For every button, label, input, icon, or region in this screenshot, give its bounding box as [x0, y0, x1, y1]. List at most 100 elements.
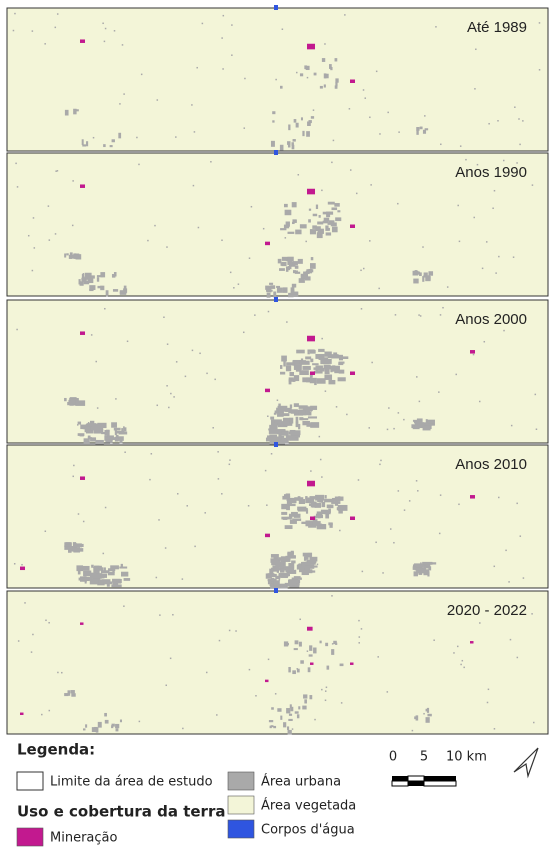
mining-area	[20, 566, 25, 571]
urban-area	[320, 359, 330, 365]
urban-area	[323, 217, 330, 222]
urban-area	[412, 566, 416, 570]
urban-area	[267, 573, 277, 578]
urban-area	[317, 221, 324, 225]
urban-area	[17, 640, 20, 642]
urban-area	[196, 66, 198, 69]
urban-area	[303, 694, 308, 699]
urban-area	[386, 691, 389, 693]
urban-area	[119, 290, 127, 295]
urban-area	[103, 581, 113, 585]
mining-area	[307, 188, 315, 195]
urban-area	[191, 349, 194, 352]
urban-area	[93, 428, 104, 434]
urban-area	[290, 433, 301, 438]
urban-area	[289, 704, 292, 709]
urban-area	[79, 281, 84, 286]
urban-area	[309, 496, 316, 499]
urban-area	[48, 621, 50, 624]
urban-area	[301, 561, 311, 567]
urban-area	[273, 291, 277, 298]
urban-area	[191, 104, 193, 106]
urban-area	[289, 417, 294, 424]
urban-area	[327, 201, 335, 205]
urban-area	[231, 54, 233, 56]
urban-area	[307, 569, 313, 574]
urban-area	[104, 307, 106, 310]
urban-area	[56, 170, 59, 172]
mining-area	[350, 79, 355, 83]
urban-area	[297, 258, 303, 264]
urban-area	[308, 525, 317, 528]
urban-area	[90, 437, 97, 442]
urban-area	[324, 43, 326, 45]
urban-area	[292, 219, 297, 223]
urban-area	[335, 78, 339, 83]
urban-area	[281, 435, 285, 441]
urban-area	[516, 502, 518, 505]
urban-area	[325, 642, 329, 647]
urban-area	[116, 436, 124, 441]
urban-area	[303, 271, 309, 278]
urban-area	[310, 405, 318, 410]
urban-area	[289, 261, 296, 267]
urban-area	[96, 407, 99, 409]
urban-area	[424, 128, 429, 131]
mining-area	[307, 626, 313, 631]
urban-area	[299, 566, 304, 573]
urban-area	[73, 547, 81, 553]
urban-area	[422, 561, 433, 565]
urban-area	[315, 365, 323, 371]
urban-area	[212, 427, 214, 429]
urban-area	[301, 275, 305, 279]
urban-area	[425, 708, 428, 712]
map-panels: Até 1989 Anos 1990 Anos 2000 Anos 2010 2020 …	[6, 5, 549, 735]
urban-area	[71, 224, 74, 227]
urban-area	[248, 668, 251, 671]
urban-area	[280, 228, 287, 231]
urban-area	[295, 366, 302, 372]
urban-area	[292, 670, 296, 675]
urban-area	[371, 361, 373, 364]
urban-area	[332, 139, 335, 142]
urban-area	[286, 362, 295, 366]
urban-area	[287, 574, 290, 577]
urban-area	[313, 647, 317, 654]
urban-area	[309, 377, 317, 384]
urban-area	[318, 357, 329, 360]
urban-area	[325, 232, 332, 236]
urban-area	[319, 85, 323, 89]
legend-title: Legenda:	[17, 741, 95, 759]
urban-area	[104, 712, 107, 717]
urban-area	[299, 370, 309, 376]
urban-area	[310, 521, 321, 526]
urban-area	[217, 478, 220, 480]
urban-area	[416, 568, 425, 574]
urban-area	[324, 699, 327, 702]
urban-area	[313, 498, 315, 500]
urban-area	[274, 693, 277, 695]
urban-area	[111, 139, 115, 143]
urban-area	[323, 364, 331, 370]
urban-area	[516, 162, 518, 164]
urban-area	[305, 497, 315, 504]
urban-area	[420, 562, 422, 564]
urban-area	[485, 241, 488, 243]
urban-area	[370, 184, 372, 186]
urban-area	[194, 545, 196, 548]
urban-area	[79, 434, 84, 437]
urban-area	[425, 717, 430, 723]
urban-area	[82, 273, 85, 275]
urban-area	[110, 565, 119, 570]
urban-area	[281, 413, 290, 417]
urban-area	[169, 657, 172, 660]
urban-area	[92, 136, 95, 139]
urban-area	[118, 431, 128, 435]
urban-area	[295, 229, 302, 235]
urban-area	[328, 211, 334, 215]
urban-area	[269, 282, 274, 285]
urban-area	[247, 505, 250, 507]
urban-area	[68, 254, 73, 259]
urban-area	[85, 724, 88, 728]
urban-area	[423, 565, 427, 570]
